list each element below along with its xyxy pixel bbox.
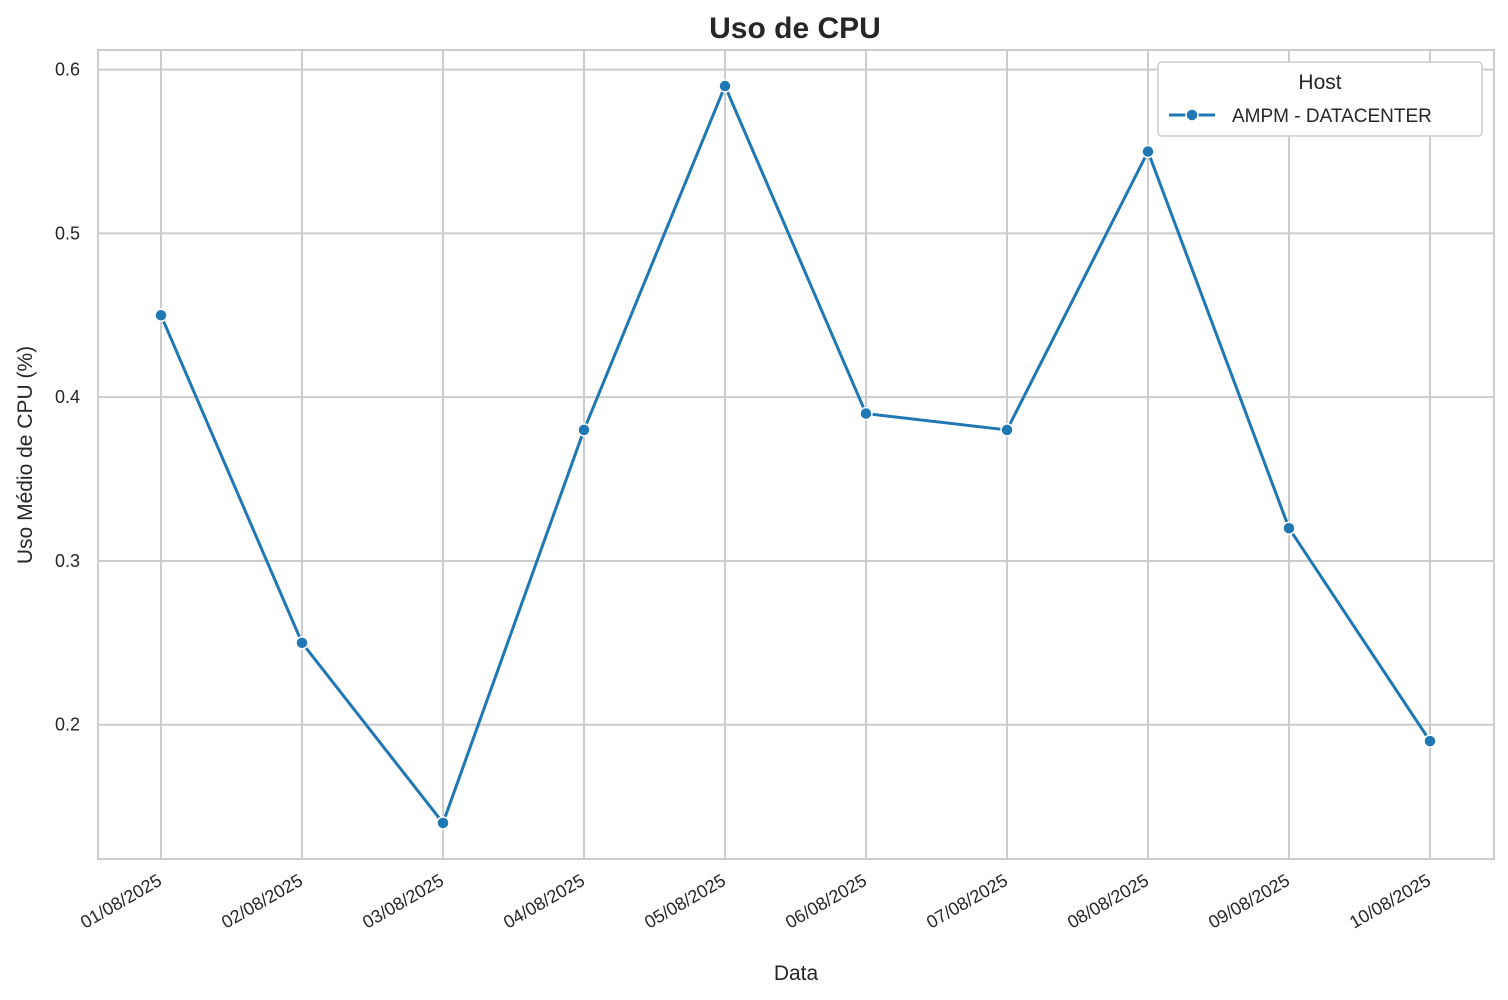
plot-frame <box>97 49 1495 860</box>
data-point <box>295 636 309 650</box>
x-axis-label: Data <box>774 962 819 985</box>
grid-lines <box>98 50 1494 859</box>
data-point <box>718 79 732 93</box>
data-point <box>1423 734 1437 748</box>
series-layer <box>154 79 1437 830</box>
x-tick-label: 04/08/2025 <box>500 870 588 932</box>
x-tick-label: 09/08/2025 <box>1205 870 1293 932</box>
x-tick-label: 07/08/2025 <box>923 870 1011 932</box>
data-point <box>154 308 168 323</box>
x-tick-label: 05/08/2025 <box>641 870 729 932</box>
x-tick-label: 02/08/2025 <box>218 870 306 932</box>
data-point <box>1141 144 1155 159</box>
y-tick-label: 0.3 <box>55 551 80 571</box>
y-tick-label: 0.5 <box>55 223 80 243</box>
y-tick-labels: 0.2 0.3 0.4 0.5 0.6 <box>55 60 80 735</box>
y-tick-label: 0.2 <box>55 715 80 735</box>
x-tick-labels: 01/08/2025 02/08/2025 03/08/2025 04/08/2025… <box>77 870 1434 932</box>
y-axis-label: Uso Médio de CPU (%) <box>14 346 37 564</box>
legend-point-marker <box>1185 108 1199 122</box>
x-tick-label: 08/08/2025 <box>1064 870 1152 932</box>
x-tick-label: 01/08/2025 <box>77 870 165 932</box>
legend-box <box>1157 61 1483 137</box>
chart-title: Uso de CPU <box>709 12 881 45</box>
x-tick-label: 06/08/2025 <box>782 870 870 932</box>
legend-entry-label: AMPM - DATACENTER <box>1232 106 1432 127</box>
data-point <box>1000 423 1014 437</box>
x-tick-label: 10/08/2025 <box>1346 870 1434 932</box>
legend: Host AMPM - DATACENTER <box>1157 61 1483 137</box>
data-point <box>1282 521 1296 535</box>
series-line <box>159 84 1432 825</box>
y-tick-label: 0.4 <box>55 387 80 407</box>
data-point <box>436 816 450 830</box>
legend-title: Host <box>1298 71 1341 94</box>
x-tick-label: 03/08/2025 <box>359 870 447 932</box>
data-point <box>859 406 873 421</box>
data-point <box>577 423 591 437</box>
y-tick-label: 0.6 <box>55 60 80 80</box>
